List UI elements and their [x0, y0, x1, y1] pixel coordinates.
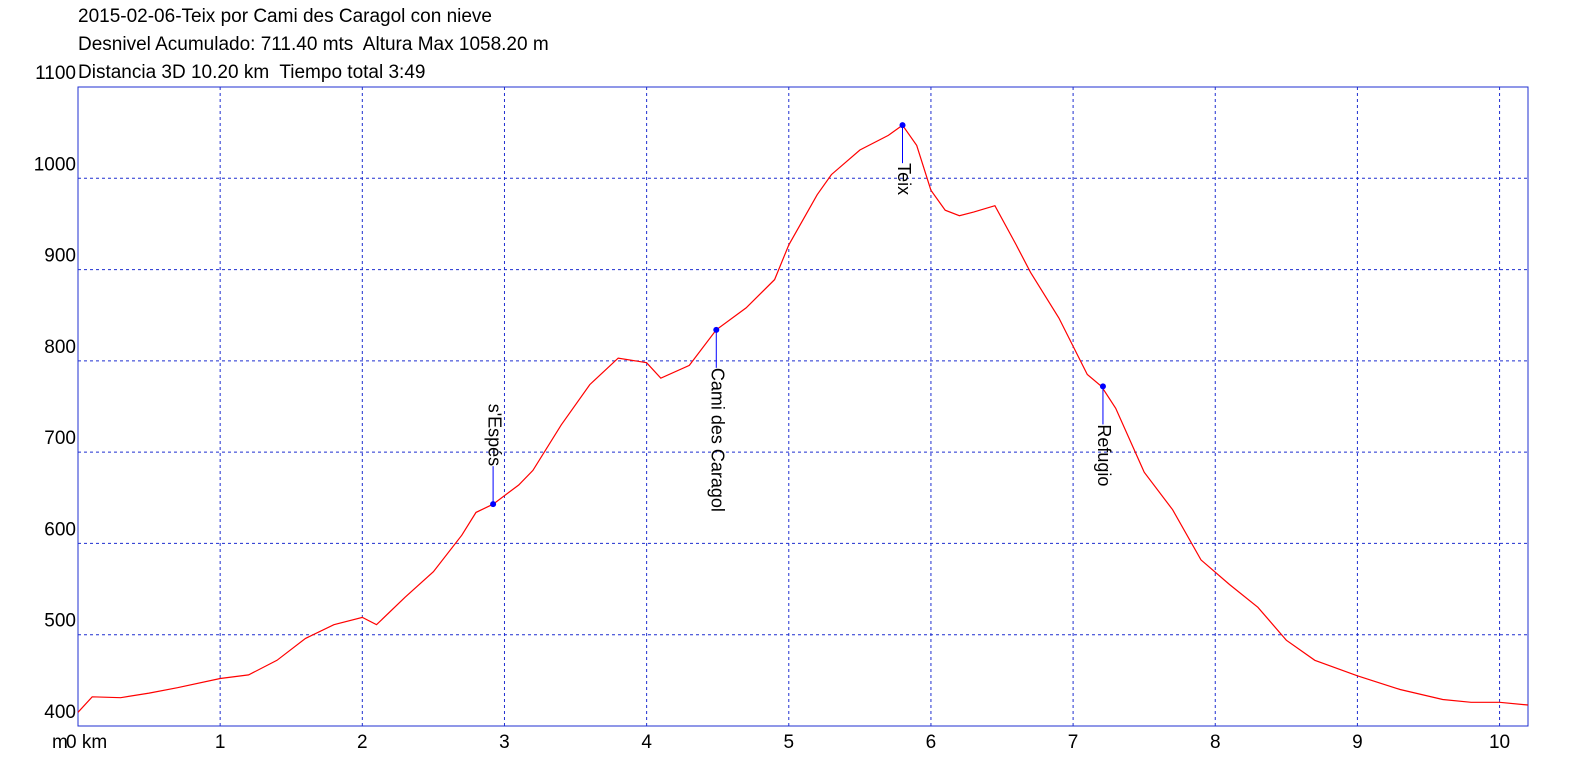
waypoint-marker	[899, 122, 906, 129]
plot-frame	[77, 86, 1529, 727]
x-tick-label: 9	[1352, 732, 1363, 753]
x-tick-label: 5	[783, 732, 794, 753]
y-tick-label: 1100	[35, 63, 76, 84]
y-tick-label: 1000	[34, 154, 76, 175]
x-tick-label: 8	[1210, 732, 1221, 753]
x-tick-label: 10	[1489, 732, 1510, 753]
chart-subtitle: Distancia 3D 10.20 km Tiempo total 3:49	[78, 62, 425, 83]
y-tick-label: 500	[44, 611, 76, 632]
waypoint-label: Cami des Caragol	[708, 368, 728, 512]
y-tick-label: 600	[44, 519, 76, 540]
chart-title: 2015-02-06-Teix por Cami des Caragol con…	[78, 6, 492, 27]
x-tick-label: 4	[641, 732, 652, 753]
waypoint-label: s'Espés	[484, 404, 504, 466]
x-tick-label: 7	[1068, 732, 1079, 753]
x-tick-label: 0 km	[66, 732, 107, 753]
y-axis-label: m	[52, 732, 68, 753]
x-tick-label: 3	[499, 732, 510, 753]
waypoint-marker	[490, 501, 497, 508]
y-tick-label: 400	[44, 702, 76, 723]
waypoint-label: Refugio	[1094, 424, 1114, 486]
x-tick-label: 6	[926, 732, 937, 753]
waypoint-marker	[1099, 383, 1106, 390]
x-tick-label: 1	[215, 732, 226, 753]
x-tick-label: 2	[357, 732, 368, 753]
waypoint-marker	[713, 326, 720, 333]
chart-subtitle: Desnivel Acumulado: 711.40 mts Altura Ma…	[78, 34, 549, 55]
waypoint-label: Teix	[894, 163, 914, 195]
y-tick-label: 900	[44, 246, 76, 267]
y-tick-label: 700	[44, 428, 76, 449]
y-tick-label: 800	[44, 337, 76, 358]
elevation-line	[77, 124, 1529, 713]
